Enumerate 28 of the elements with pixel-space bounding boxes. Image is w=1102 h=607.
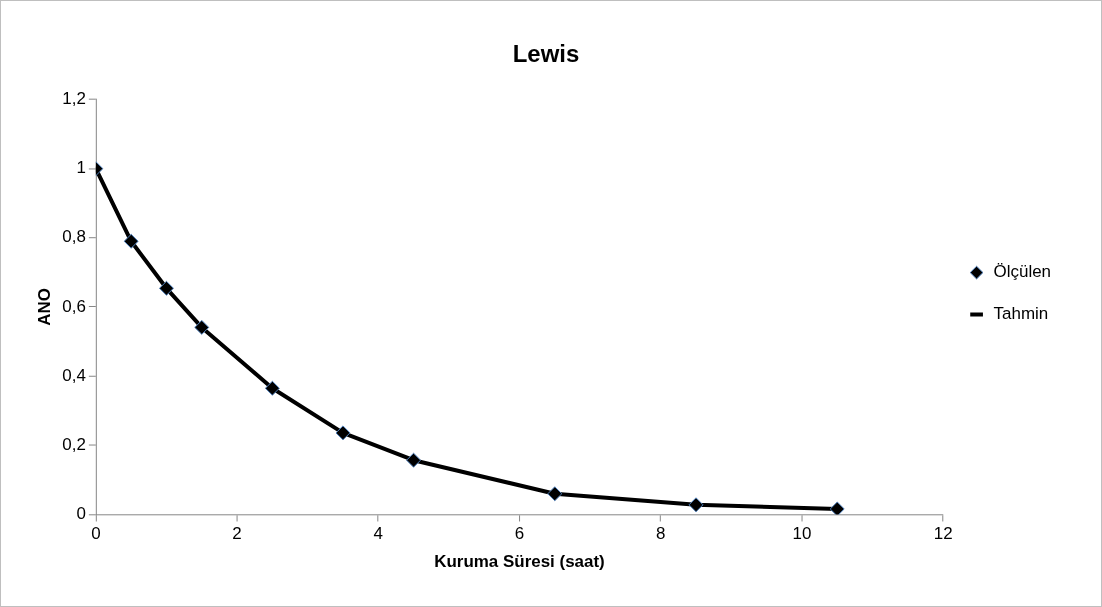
x-tick-label: 2 (232, 524, 242, 544)
y-tick-label: 1 (76, 158, 86, 178)
x-tick-label: 4 (373, 524, 383, 544)
y-tick-label: 0,4 (62, 365, 86, 385)
x-tick-label: 6 (514, 524, 525, 544)
y-tick-label: 1,2 (62, 89, 86, 109)
point (335, 425, 351, 441)
y-tick-label: 0,2 (62, 435, 86, 454)
point (264, 380, 280, 396)
x-tick-label: 12 (933, 524, 953, 544)
y-tick-label: 0,8 (62, 227, 86, 247)
x-tick-label: 10 (792, 524, 812, 544)
point (123, 233, 139, 249)
legend-label: Ölçülen (993, 262, 1052, 282)
point (158, 280, 174, 296)
y-axis-title: ANO (34, 288, 54, 326)
point (829, 501, 845, 515)
point (406, 452, 422, 468)
point (688, 497, 704, 513)
point (194, 319, 210, 335)
x-tick-label: 8 (656, 524, 666, 544)
x-axis-title: Kuruma Süresi (saat) (434, 551, 605, 571)
chart-title: Lewis (512, 39, 580, 67)
x-tick-label: 0 (91, 524, 101, 544)
legend-label: Tahmin (993, 304, 1049, 324)
y-tick-label: 0,6 (62, 296, 86, 316)
point (547, 486, 563, 502)
y-tick-label: 0 (76, 504, 86, 524)
